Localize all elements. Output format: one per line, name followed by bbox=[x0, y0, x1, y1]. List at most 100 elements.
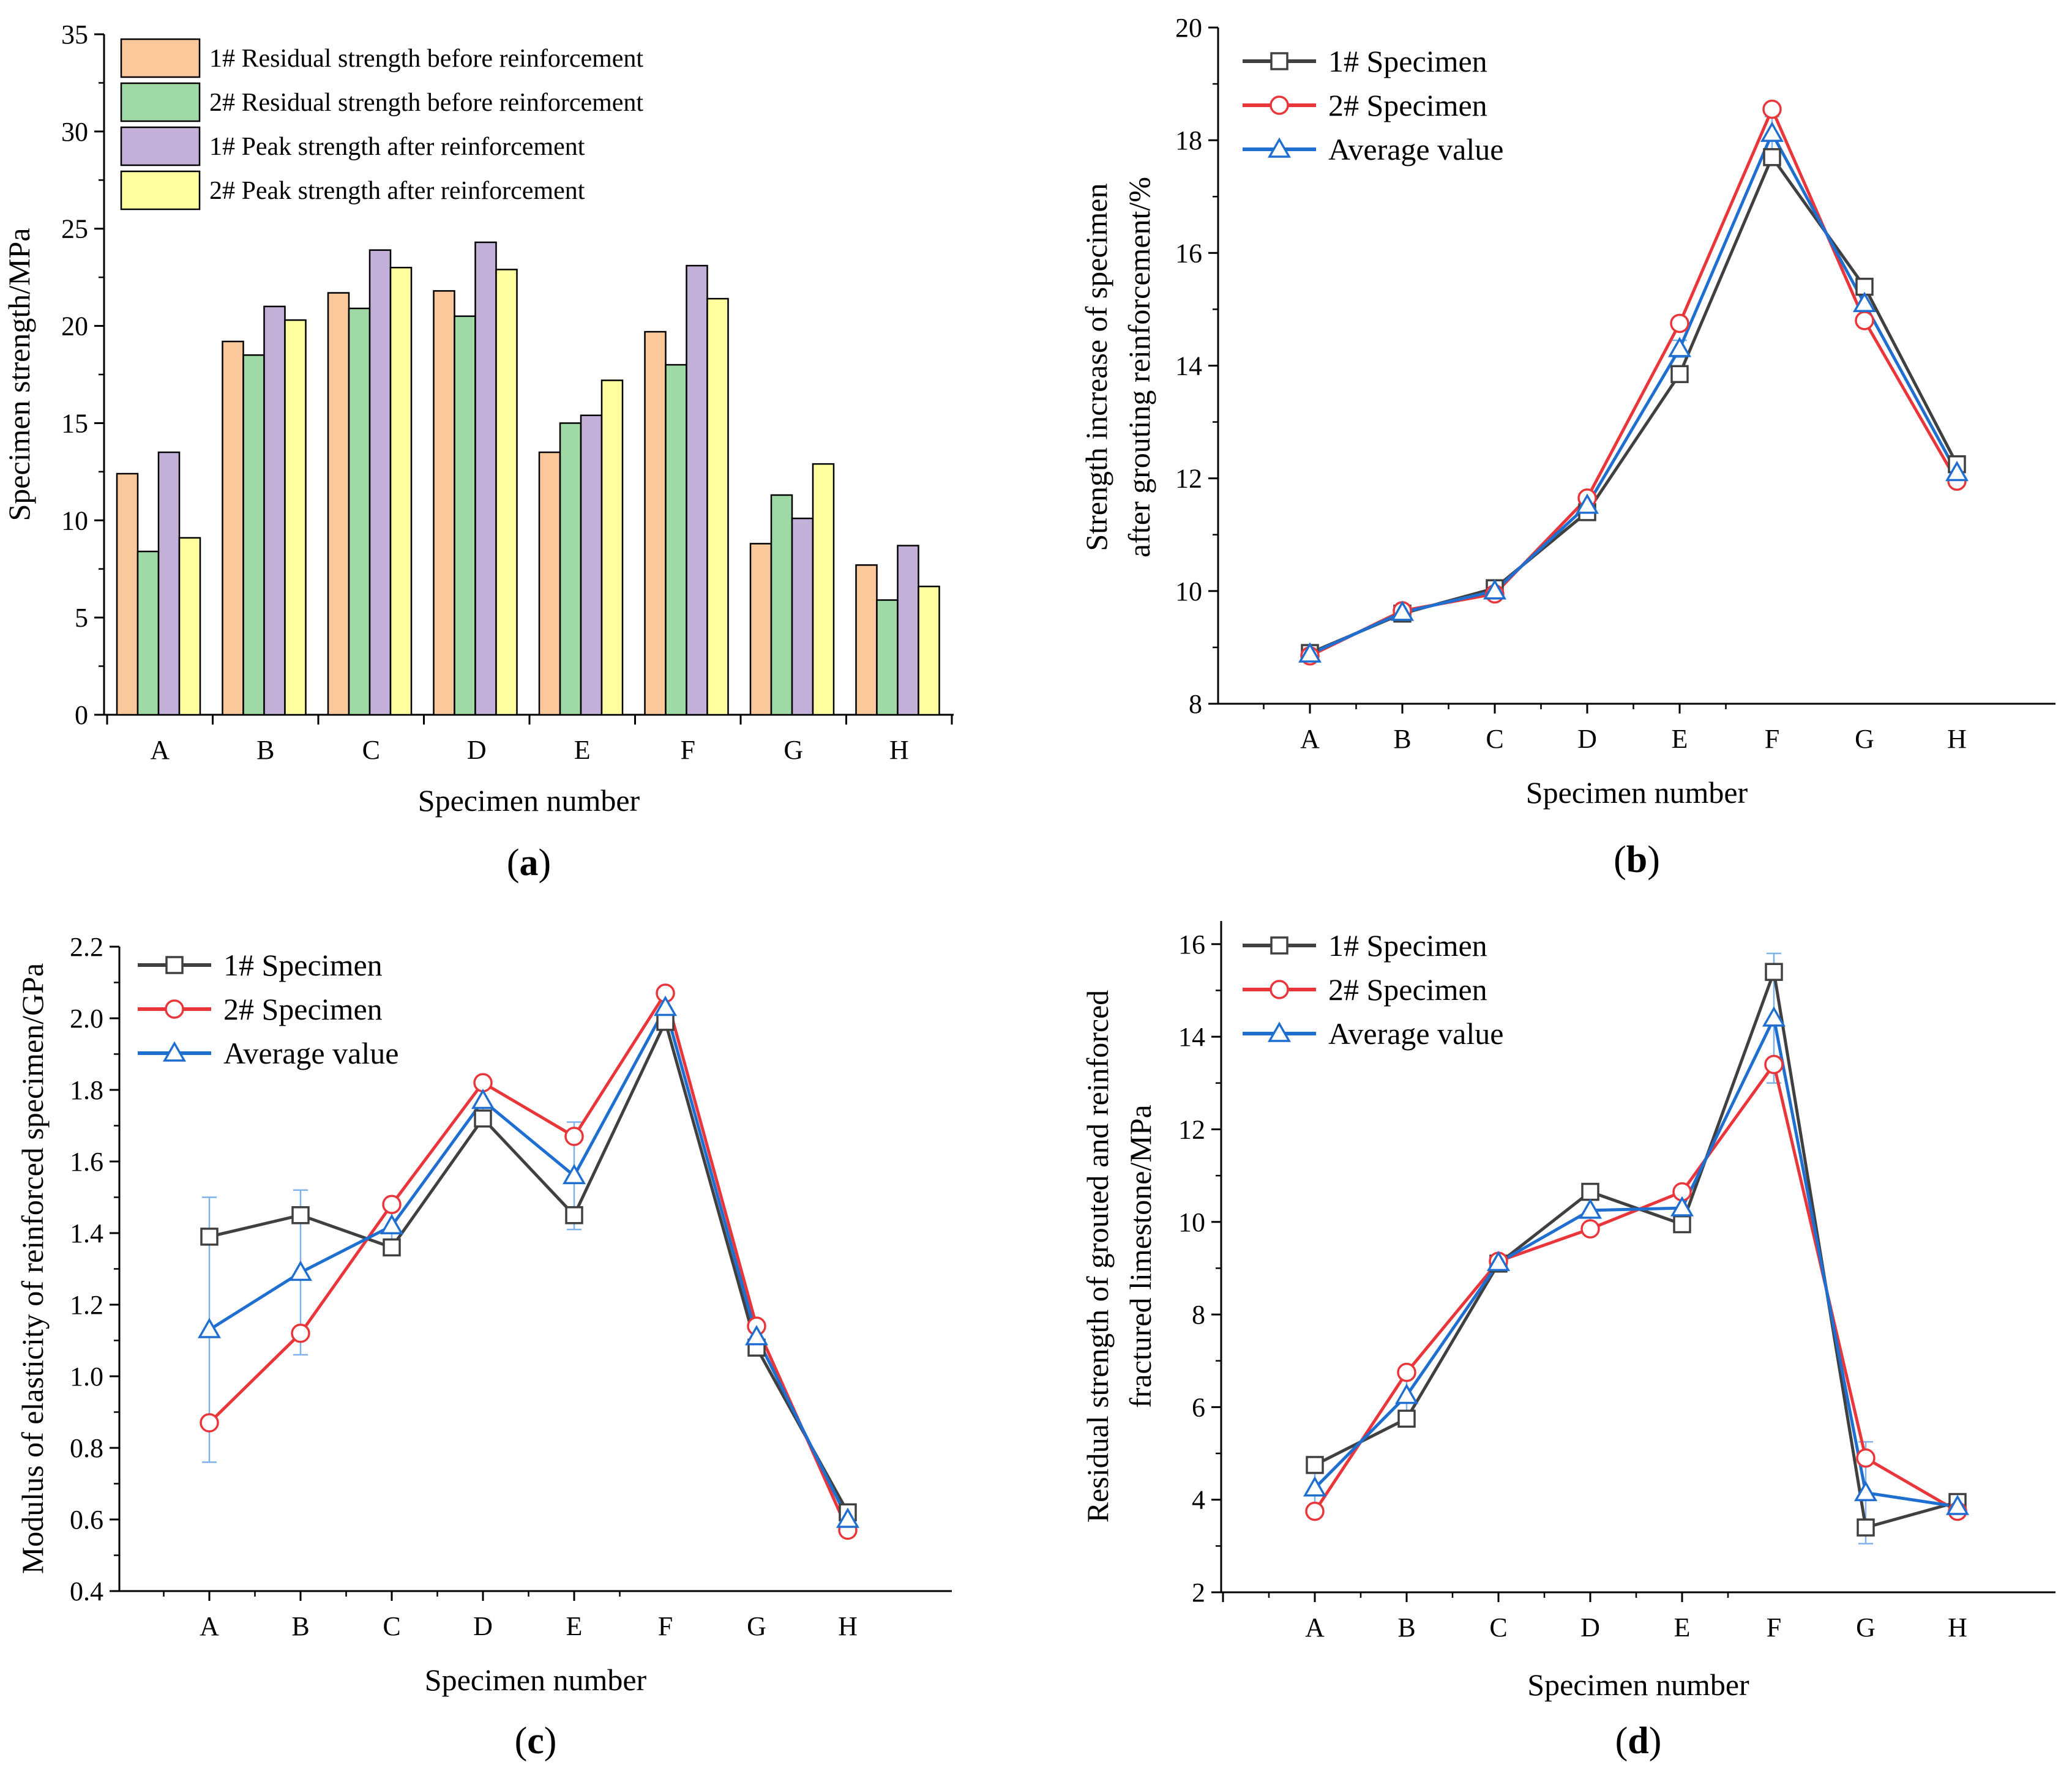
legend-label: 2# Peak strength after reinforcement bbox=[209, 177, 585, 205]
data-point-triangle-A bbox=[197, 1318, 222, 1338]
y-axis-title: fractured limestone/MPa bbox=[1123, 1105, 1158, 1408]
data-point-circle-F bbox=[1764, 1054, 1784, 1075]
panel-letter: b bbox=[1626, 839, 1647, 881]
x-axis-title: Specimen number bbox=[1526, 775, 1748, 810]
data-point-triangle-C bbox=[1483, 579, 1507, 600]
bar-1-G bbox=[749, 543, 772, 716]
data-point-triangle-B bbox=[1390, 600, 1415, 621]
data-point-circle-E bbox=[1670, 313, 1689, 334]
data-point-triangle-A bbox=[1298, 642, 1322, 663]
bar-4-H bbox=[918, 586, 940, 716]
legend-marker bbox=[165, 956, 184, 974]
bar-3-D bbox=[474, 241, 497, 716]
x-tick-label: C bbox=[383, 1611, 400, 1641]
y-tick-label: 1.6 bbox=[70, 1147, 103, 1177]
series-line-3 bbox=[208, 1005, 850, 1521]
bar-3-F bbox=[686, 264, 708, 716]
y-axis-title: Modulus of elasticity of reinforced spec… bbox=[15, 963, 50, 1574]
data-point-triangle-E bbox=[562, 1163, 586, 1185]
bar-3-E bbox=[580, 414, 603, 716]
bar-4-B bbox=[284, 319, 307, 716]
legend-marker bbox=[165, 999, 184, 1019]
y-tick-label: 2.2 bbox=[70, 932, 103, 962]
data-point-circle-B bbox=[1397, 1362, 1416, 1382]
legend-marker bbox=[162, 1041, 187, 1062]
data-point-triangle-C bbox=[380, 1213, 404, 1235]
legend-marker bbox=[1267, 137, 1292, 158]
bar-4-C bbox=[389, 267, 413, 716]
x-tick-label: H bbox=[1948, 1612, 1967, 1642]
bar-2-G bbox=[770, 494, 793, 716]
data-point-square-A bbox=[1306, 1456, 1324, 1474]
bar-2-E bbox=[559, 422, 582, 716]
legend-marker bbox=[1270, 95, 1289, 115]
bar-2-A bbox=[137, 550, 160, 716]
data-point-triangle-A bbox=[1303, 1476, 1327, 1497]
data-point-square-F bbox=[656, 1013, 675, 1031]
y-tick-label: 1.2 bbox=[70, 1290, 103, 1320]
y-tick-label: 4 bbox=[1192, 1485, 1205, 1515]
data-point-square-G bbox=[1857, 1518, 1875, 1537]
chart-panel-a: 0 5 10 15 20 25 30 35 A B C D E F G H Specimen number Spe… bbox=[2, 20, 954, 884]
x-axis-title: Specimen number bbox=[425, 1663, 647, 1697]
data-point-square-B bbox=[291, 1206, 310, 1225]
data-point-circle-C bbox=[382, 1195, 402, 1214]
data-point-square-F bbox=[1763, 148, 1781, 166]
bar-1-F bbox=[644, 330, 667, 716]
data-point-circle-B bbox=[291, 1324, 310, 1343]
y-tick-label: 18 bbox=[1175, 125, 1202, 155]
x-tick-label: F bbox=[1767, 1612, 1781, 1642]
x-tick-label: G bbox=[784, 735, 803, 765]
x-tick-label: C bbox=[362, 735, 380, 765]
legend-label: 2# Specimen bbox=[1328, 972, 1487, 1007]
x-tick-label: A bbox=[200, 1611, 219, 1641]
chart-panel-d: 2 4 6 8 10 12 14 16 A B C D E F G H Specimen number Resid… bbox=[1080, 921, 2055, 1762]
data-point-square-A bbox=[200, 1228, 219, 1246]
data-point-triangle-H bbox=[1945, 460, 1969, 482]
series-line-3 bbox=[1309, 132, 1959, 656]
data-point-triangle-F bbox=[653, 995, 678, 1016]
data-point-triangle-C bbox=[1486, 1250, 1511, 1272]
bar-2-F bbox=[665, 363, 687, 716]
legend-marker bbox=[1270, 980, 1289, 999]
y-tick-label: 0.6 bbox=[70, 1505, 103, 1535]
data-point-triangle-H bbox=[1945, 1494, 1970, 1515]
y-tick-label: 16 bbox=[1178, 930, 1205, 960]
series-line-3 bbox=[1314, 1016, 1958, 1508]
y-tick-label: 12 bbox=[1175, 464, 1202, 494]
y-tick-label: 10 bbox=[1178, 1207, 1205, 1237]
legend-label: 2# Specimen bbox=[223, 992, 383, 1026]
x-tick-label: D bbox=[467, 735, 487, 765]
y-tick-label: 5 bbox=[75, 603, 88, 633]
data-point-square-B bbox=[1397, 1409, 1416, 1428]
series-line-2 bbox=[208, 991, 850, 1531]
x-tick-label: B bbox=[256, 735, 274, 765]
x-axis-title: Specimen number bbox=[1527, 1668, 1749, 1702]
legend-swatch bbox=[120, 170, 201, 211]
data-point-circle-D bbox=[1580, 1219, 1600, 1239]
x-axis-title: Specimen number bbox=[418, 783, 640, 818]
x-tick-label: B bbox=[291, 1611, 309, 1641]
x-tick-label: F bbox=[658, 1611, 673, 1641]
data-point-circle-G bbox=[1855, 311, 1874, 330]
data-point-triangle-B bbox=[1394, 1383, 1419, 1404]
data-point-triangle-E bbox=[1667, 337, 1692, 357]
series-line-2 bbox=[1309, 108, 1959, 657]
data-point-triangle-E bbox=[1670, 1196, 1694, 1217]
series-line-2 bbox=[1313, 1063, 1959, 1513]
x-tick-label: H bbox=[1947, 724, 1967, 754]
legend-label: 1# Specimen bbox=[1328, 928, 1487, 963]
x-tick-label: B bbox=[1393, 724, 1411, 754]
x-tick-label: D bbox=[473, 1611, 493, 1641]
y-axis-title: after grouting reinforcement/% bbox=[1122, 177, 1156, 557]
bar-2-B bbox=[242, 354, 265, 716]
legend-marker bbox=[1270, 936, 1288, 955]
data-point-square-D bbox=[474, 1109, 492, 1128]
x-tick-label: D bbox=[1580, 1612, 1600, 1642]
bar-4-A bbox=[178, 537, 201, 716]
panel-label: (c) bbox=[515, 1720, 557, 1762]
y-tick-label: 14 bbox=[1175, 351, 1202, 381]
bar-1-A bbox=[116, 472, 139, 716]
data-point-triangle-H bbox=[836, 1507, 860, 1528]
